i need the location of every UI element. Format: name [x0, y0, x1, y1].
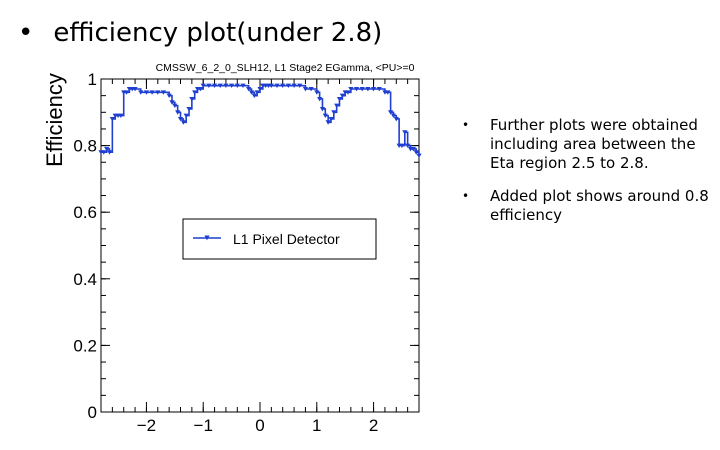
data-point [319, 106, 326, 112]
data-point [413, 150, 419, 155]
data-point [280, 83, 286, 89]
y-tick-label: 0.8 [73, 137, 97, 156]
data-point [251, 93, 257, 99]
data-point [402, 130, 408, 135]
y-tick-label: 0.2 [73, 336, 97, 355]
data-point [138, 90, 144, 95]
y-tick-label: 1 [88, 70, 97, 89]
data-point [132, 86, 138, 92]
data-point [160, 90, 167, 95]
data-point [399, 143, 405, 148]
data-point [123, 90, 130, 95]
data-point [297, 83, 303, 89]
note-item: • Added plot shows around 0.8 efficiency [458, 187, 713, 225]
data-point [353, 86, 360, 92]
legend-label: L1 Pixel Detector [233, 231, 340, 247]
data-point [155, 90, 161, 95]
data-point [254, 90, 260, 95]
title-bullet: • [18, 18, 34, 48]
chart-title: CMSSW_6_2_0_SLH12, L1 Stage2 EGamma, <PU… [156, 62, 415, 74]
data-point [118, 113, 124, 119]
note-text-1: Further plots were obtained including ar… [490, 116, 698, 172]
data-point [416, 153, 422, 158]
data-point [175, 110, 181, 115]
data-point [217, 83, 223, 89]
data-point [322, 113, 328, 119]
data-point [183, 113, 189, 119]
data-point [189, 96, 195, 102]
x-tick-label: −1 [194, 416, 213, 435]
legend-box [182, 218, 377, 260]
data-point [390, 113, 397, 119]
data-point [302, 86, 309, 92]
slide-title: • efficiency plot(under 2.8) [18, 18, 382, 48]
data-point [101, 150, 107, 155]
data-point [405, 143, 411, 148]
x-tick-label: 1 [312, 416, 321, 435]
data-point [339, 93, 345, 99]
data-point [393, 116, 399, 122]
data-point [328, 116, 334, 122]
x-tick-label: 0 [255, 416, 264, 435]
data-point [285, 83, 291, 89]
data-point [365, 86, 371, 92]
y-tick-label: 0 [88, 403, 97, 422]
data-point [385, 90, 391, 95]
data-point [274, 83, 280, 89]
data-point [334, 103, 340, 109]
data-point [268, 83, 274, 89]
data-point [317, 96, 323, 102]
data-point [109, 116, 115, 122]
data-point [106, 150, 113, 155]
data-point [166, 93, 172, 99]
data-point [336, 96, 343, 102]
data-point [376, 86, 382, 92]
data-point [257, 86, 263, 92]
data-point [229, 83, 235, 89]
data-point [388, 110, 394, 115]
series-line [101, 84, 420, 156]
data-point [180, 120, 186, 125]
data-point [314, 90, 320, 95]
data-point [172, 103, 178, 109]
data-point [149, 90, 155, 95]
data-point [177, 116, 184, 122]
data-point [345, 90, 351, 95]
data-point [169, 100, 175, 105]
data-point [331, 110, 337, 115]
note-bullet-2: • [462, 189, 470, 203]
x-tick-label: 2 [369, 416, 378, 435]
data-point [240, 83, 246, 89]
y-tick-label: 0.4 [73, 270, 97, 289]
data-point [197, 86, 203, 92]
y-axis-label: Efficiency [42, 73, 67, 167]
legend-marker [204, 235, 210, 241]
note-text-2: Added plot shows around 0.8 efficiency [490, 187, 709, 224]
x-tick-label: −2 [137, 416, 156, 435]
data-point [223, 83, 229, 89]
note-bullet-1: • [462, 118, 470, 132]
y-tick-label: 0.6 [73, 203, 97, 222]
data-point [348, 86, 354, 92]
data-point [186, 106, 192, 112]
data-point [200, 83, 206, 89]
data-point [104, 146, 110, 152]
data-point [143, 90, 150, 95]
slide-title-text: efficiency plot(under 2.8) [53, 18, 383, 48]
note-item: • Further plots were obtained including … [458, 116, 713, 173]
data-point [234, 83, 240, 89]
notes-list: • Further plots were obtained including … [458, 116, 713, 239]
data-point [410, 146, 416, 152]
data-point [325, 120, 331, 125]
data-point [211, 83, 218, 89]
data-point [370, 86, 377, 92]
data-point [291, 83, 297, 89]
data-point [248, 90, 255, 95]
data-point [359, 86, 365, 92]
data-point [308, 86, 314, 92]
data-point [246, 86, 252, 92]
data-point [206, 83, 212, 89]
data-point [192, 90, 198, 95]
